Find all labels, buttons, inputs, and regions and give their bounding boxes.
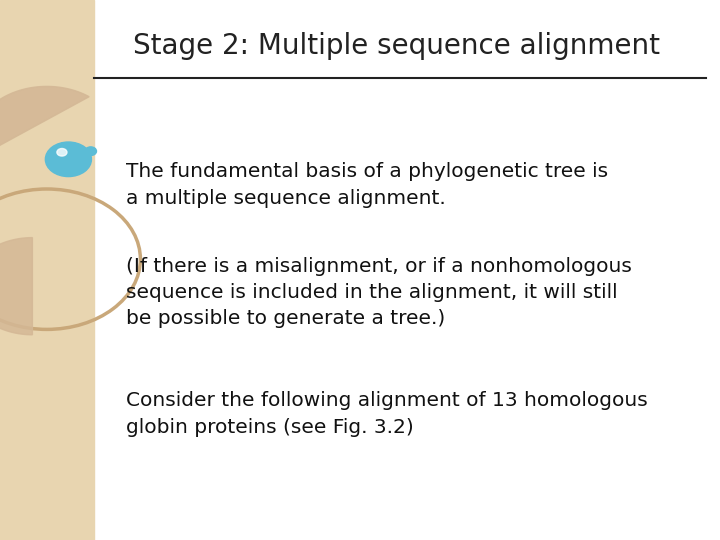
Text: The fundamental basis of a phylogenetic tree is
a multiple sequence alignment.: The fundamental basis of a phylogenetic …: [126, 162, 608, 207]
Text: Consider the following alignment of 13 homologous
globin proteins (see Fig. 3.2): Consider the following alignment of 13 h…: [126, 392, 648, 437]
Bar: [0, 0, 94, 540]
Circle shape: [85, 147, 96, 156]
Text: (If there is a misalignment, or if a nonhomologous
sequence is included in the a: (If there is a misalignment, or if a non…: [126, 256, 632, 328]
Circle shape: [45, 142, 91, 177]
Text: Stage 2: Multiple sequence alignment: Stage 2: Multiple sequence alignment: [132, 32, 660, 60]
Polygon shape: [0, 238, 32, 335]
Polygon shape: [0, 86, 89, 157]
Circle shape: [57, 148, 67, 156]
